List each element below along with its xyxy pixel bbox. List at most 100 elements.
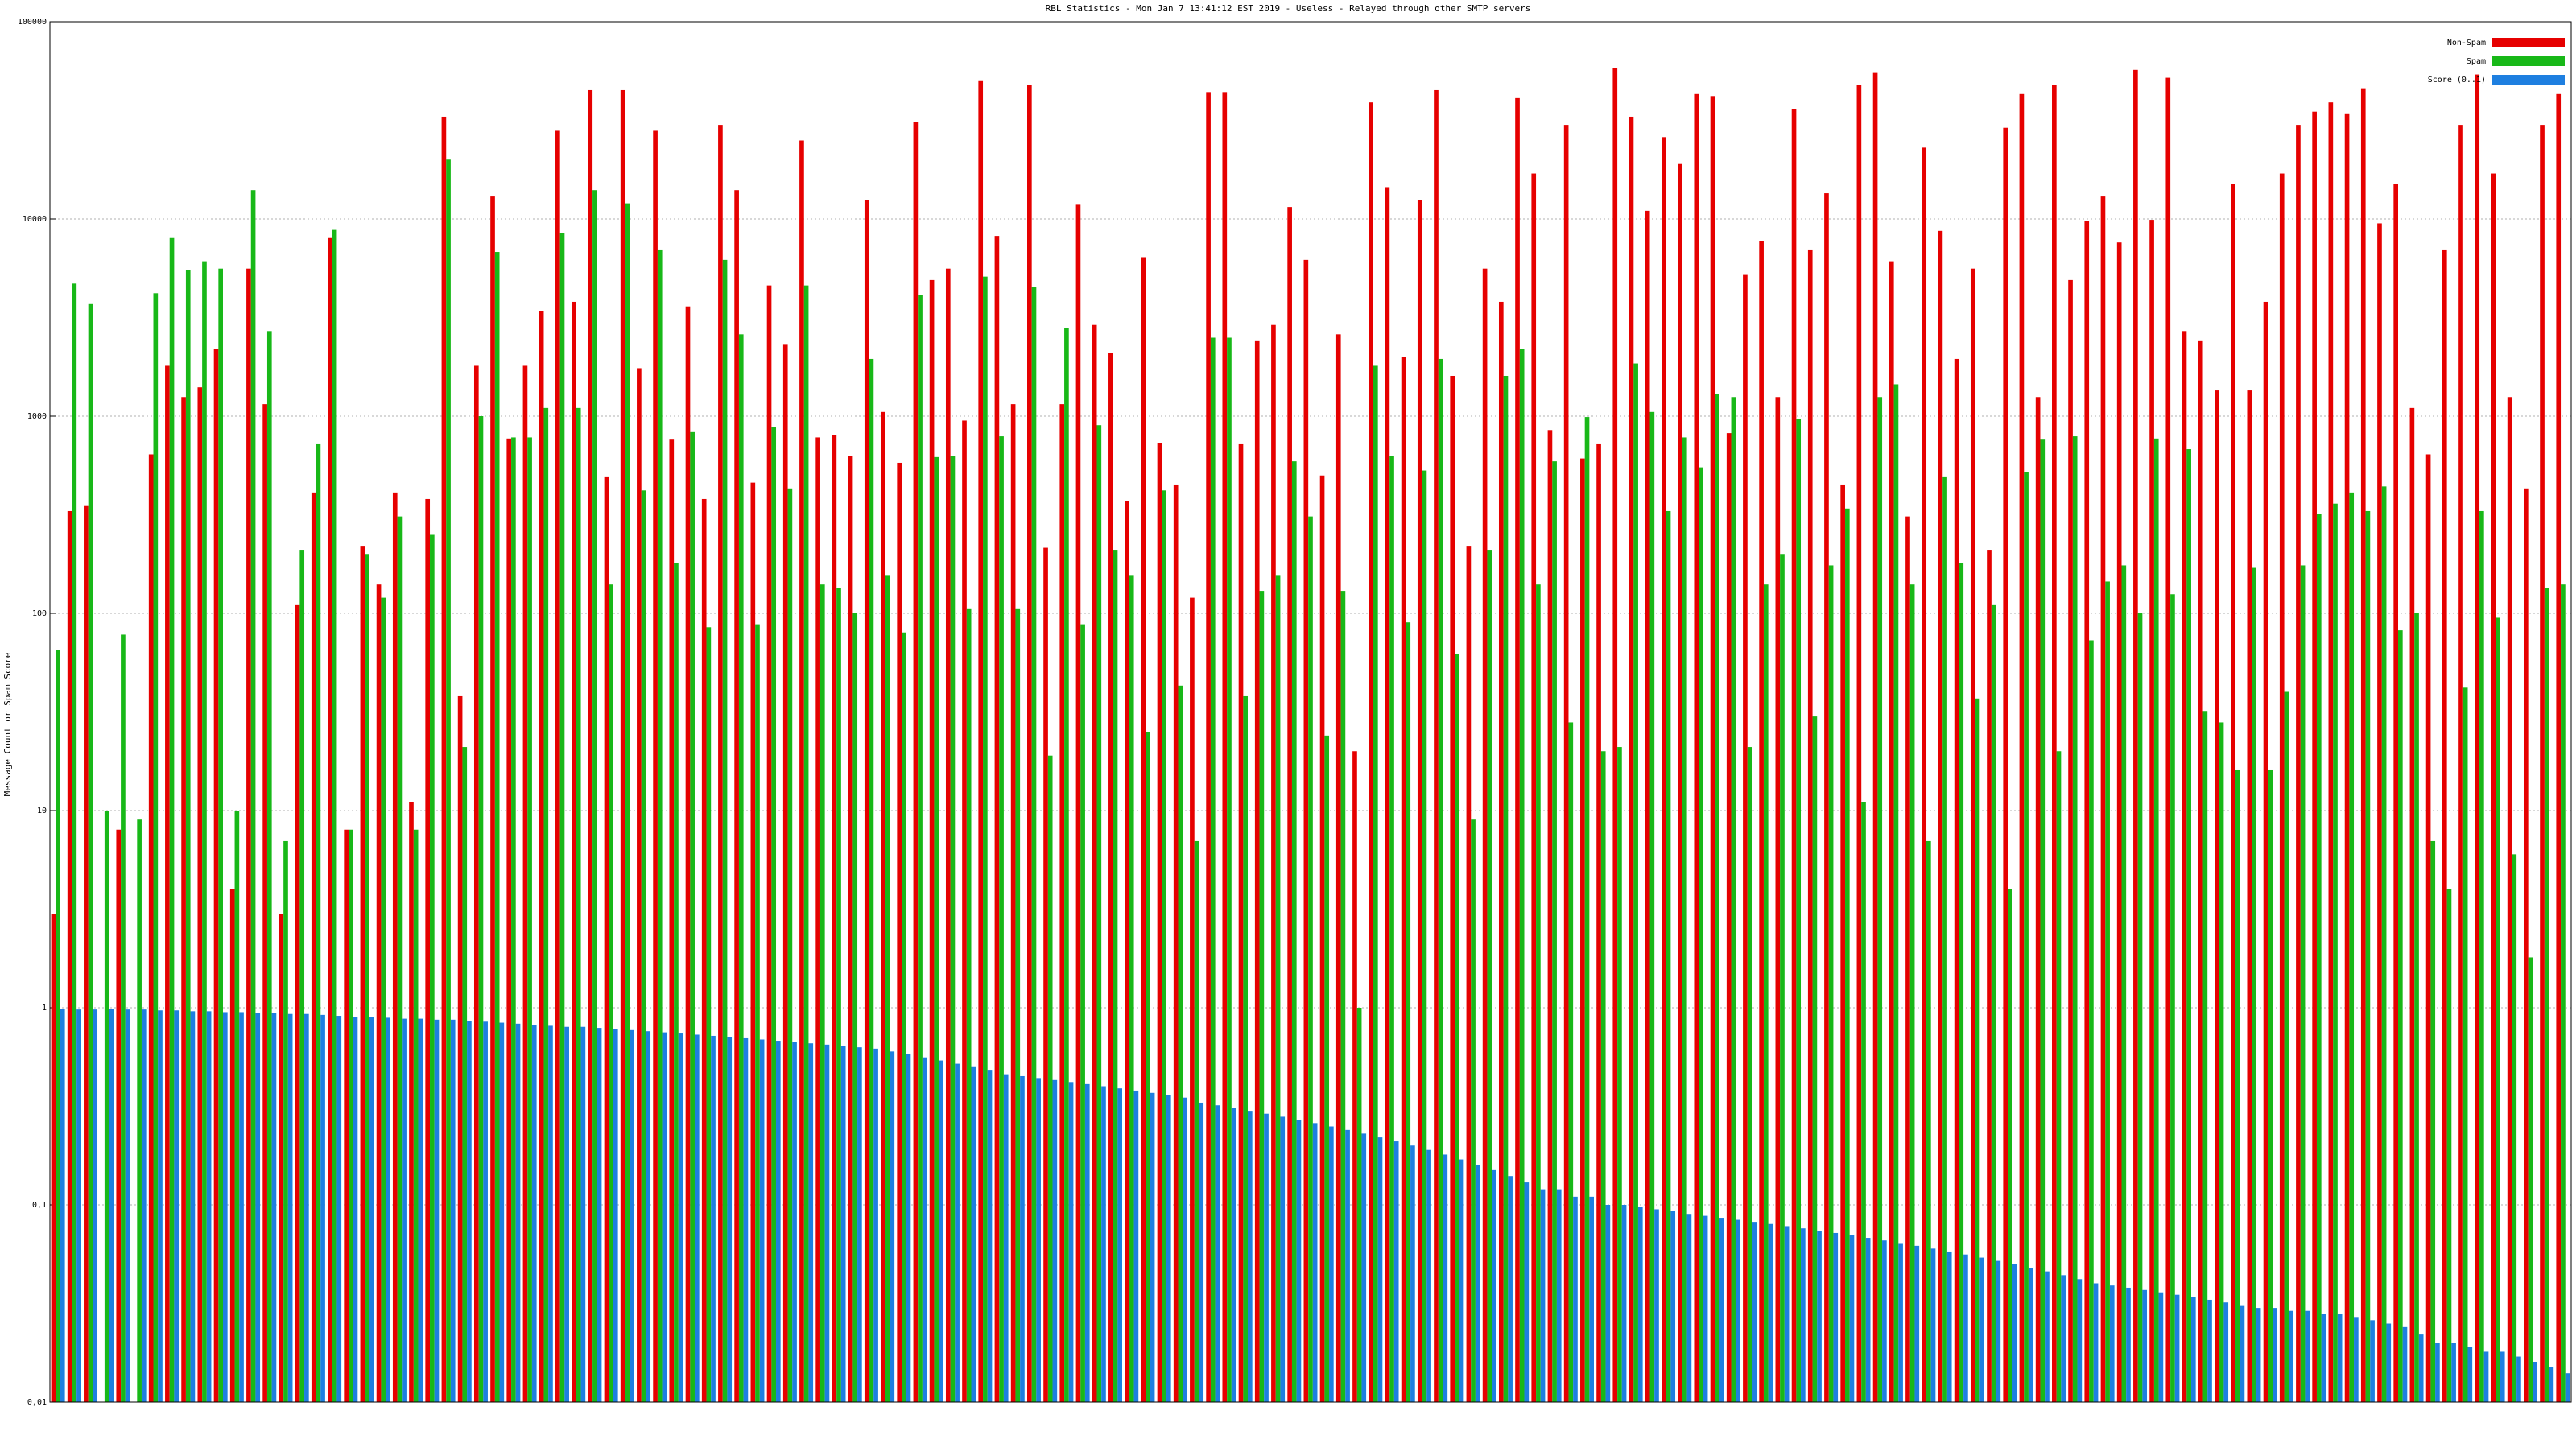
bar [1125,501,1129,1403]
bar [2153,438,2159,1402]
bar [994,236,1000,1402]
bar [1649,411,1655,1403]
bar [1715,394,1719,1403]
bar [1629,116,1634,1402]
bar [1010,404,1016,1402]
bar [803,285,809,1403]
bar [1146,732,1150,1402]
bar [218,268,223,1402]
bar [1108,353,1113,1402]
bar [2137,613,2143,1402]
bar [1637,1207,1643,1402]
bar [1368,102,1373,1402]
bar [1573,1196,1578,1402]
legend-label: Spam [2467,57,2486,66]
bar [392,492,398,1403]
bar [1703,1215,1708,1402]
bar [1524,1182,1530,1402]
bar [1963,1254,1968,1402]
bar [1345,1129,1350,1402]
bar [620,89,625,1403]
bar [2381,486,2387,1403]
bar [555,130,560,1402]
bar [490,196,495,1403]
bar [2024,472,2029,1403]
bar [1568,722,1574,1402]
bar [457,695,463,1402]
bar [2235,769,2240,1402]
bar [2165,77,2171,1402]
bar [213,349,219,1402]
bar [51,914,56,1402]
bar [494,252,500,1403]
bar [1922,147,1927,1402]
bar [1719,1218,1724,1402]
bar [109,1009,114,1402]
bar [2100,196,2106,1403]
bar [819,584,825,1402]
bar [1356,1008,1362,1402]
bar [2462,687,2468,1402]
bar [104,811,109,1402]
bar [1844,508,1850,1403]
bar [2540,125,2545,1403]
bar [669,439,675,1402]
bar [1872,72,1878,1403]
y-tick-label: 10 [37,806,47,815]
bar [1157,443,1162,1403]
bar [2040,439,2046,1402]
bar [2003,127,2008,1402]
bar [1861,802,1866,1402]
bar [76,1009,81,1402]
bar [1584,417,1590,1403]
bar [1036,1078,1041,1402]
bar [2268,769,2273,1402]
bar [1666,510,1671,1402]
bar [1678,163,1682,1403]
bar [2084,221,2090,1402]
bar [1784,1226,1790,1402]
bar [271,1013,277,1402]
bar [1280,1116,1286,1402]
bar [564,1026,569,1402]
bar [2223,1302,2229,1402]
bar [1206,92,1211,1402]
bar [1975,698,1980,1402]
bar [1080,624,1085,1402]
bar [2549,1367,2554,1402]
bar [522,365,528,1402]
bar [1987,550,1992,1402]
bar [483,1021,488,1402]
legend-swatch [2492,38,2565,47]
bar [848,456,853,1402]
bar [873,1048,878,1402]
bar [2337,1314,2343,1402]
bar [2451,1343,2456,1402]
bar [2507,397,2512,1402]
bar [1905,516,1910,1402]
bar [576,407,581,1403]
bar [950,456,956,1402]
bar [1617,747,1622,1402]
bar [2316,514,2322,1402]
bar [2056,751,2062,1402]
bar [1199,1102,1204,1402]
bar [1173,484,1179,1403]
bar [2360,88,2366,1403]
bar [1324,735,1330,1402]
bar [1699,467,1703,1403]
bar [978,80,984,1403]
bar [1662,137,1666,1402]
bar [1600,751,1606,1402]
bar [939,1060,943,1402]
bar [971,1066,976,1402]
bar [836,588,841,1402]
bar [2496,617,2500,1402]
bar [1068,1082,1074,1402]
bar [295,604,300,1402]
bar [1833,1232,1839,1402]
bar [320,1014,325,1402]
bar [1373,365,1378,1402]
bar [1426,1149,1431,1402]
bar [1308,516,1313,1402]
